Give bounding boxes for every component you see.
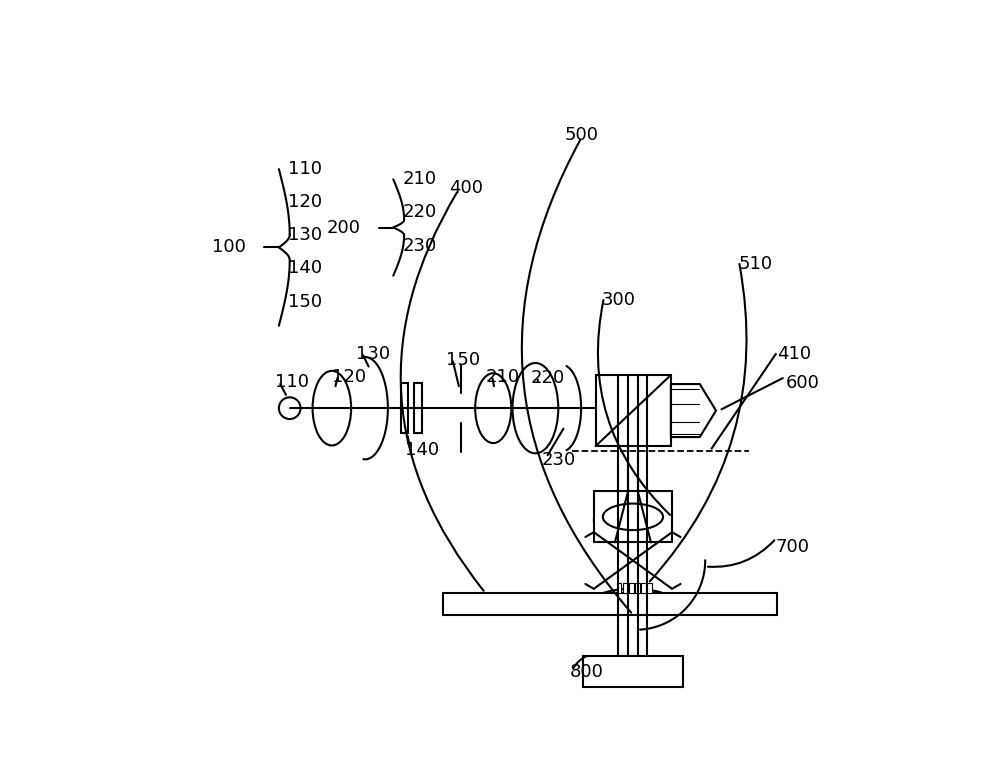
Ellipse shape (594, 508, 672, 533)
Bar (443, 593, 777, 615)
Bar (401, 383, 408, 433)
Text: 210: 210 (403, 170, 437, 188)
Bar (629, 583, 634, 593)
Text: 130: 130 (356, 345, 390, 363)
Text: 120: 120 (332, 368, 366, 386)
Ellipse shape (475, 373, 511, 443)
Text: 800: 800 (570, 663, 604, 681)
Bar (594, 491, 672, 543)
Bar (583, 655, 683, 687)
Text: 510: 510 (739, 255, 773, 273)
Bar (596, 375, 671, 446)
Text: 150: 150 (288, 292, 322, 310)
Text: 120: 120 (288, 193, 322, 211)
Bar (623, 583, 628, 593)
Bar (414, 383, 422, 433)
Text: 140: 140 (405, 441, 439, 459)
Text: 150: 150 (446, 351, 480, 369)
Text: 700: 700 (776, 538, 810, 556)
Text: 220: 220 (531, 369, 565, 387)
Text: 300: 300 (602, 291, 636, 309)
Text: 210: 210 (486, 368, 520, 386)
Text: 140: 140 (288, 260, 322, 278)
Text: 230: 230 (403, 237, 437, 255)
Text: 400: 400 (449, 179, 483, 197)
Text: 230: 230 (541, 451, 576, 469)
Bar (647, 583, 652, 593)
Text: 100: 100 (212, 239, 246, 256)
Text: 110: 110 (288, 160, 322, 178)
Text: 410: 410 (777, 345, 812, 363)
Text: 200: 200 (327, 218, 361, 236)
Bar (635, 583, 640, 593)
Ellipse shape (512, 363, 558, 454)
Ellipse shape (603, 504, 663, 530)
Bar (617, 583, 621, 593)
Ellipse shape (594, 589, 672, 613)
Bar (641, 583, 646, 593)
Text: 130: 130 (288, 226, 322, 244)
Text: 500: 500 (565, 126, 599, 144)
Text: 600: 600 (785, 374, 819, 392)
Text: 220: 220 (403, 203, 437, 221)
Text: 110: 110 (275, 373, 309, 391)
Ellipse shape (313, 371, 351, 446)
